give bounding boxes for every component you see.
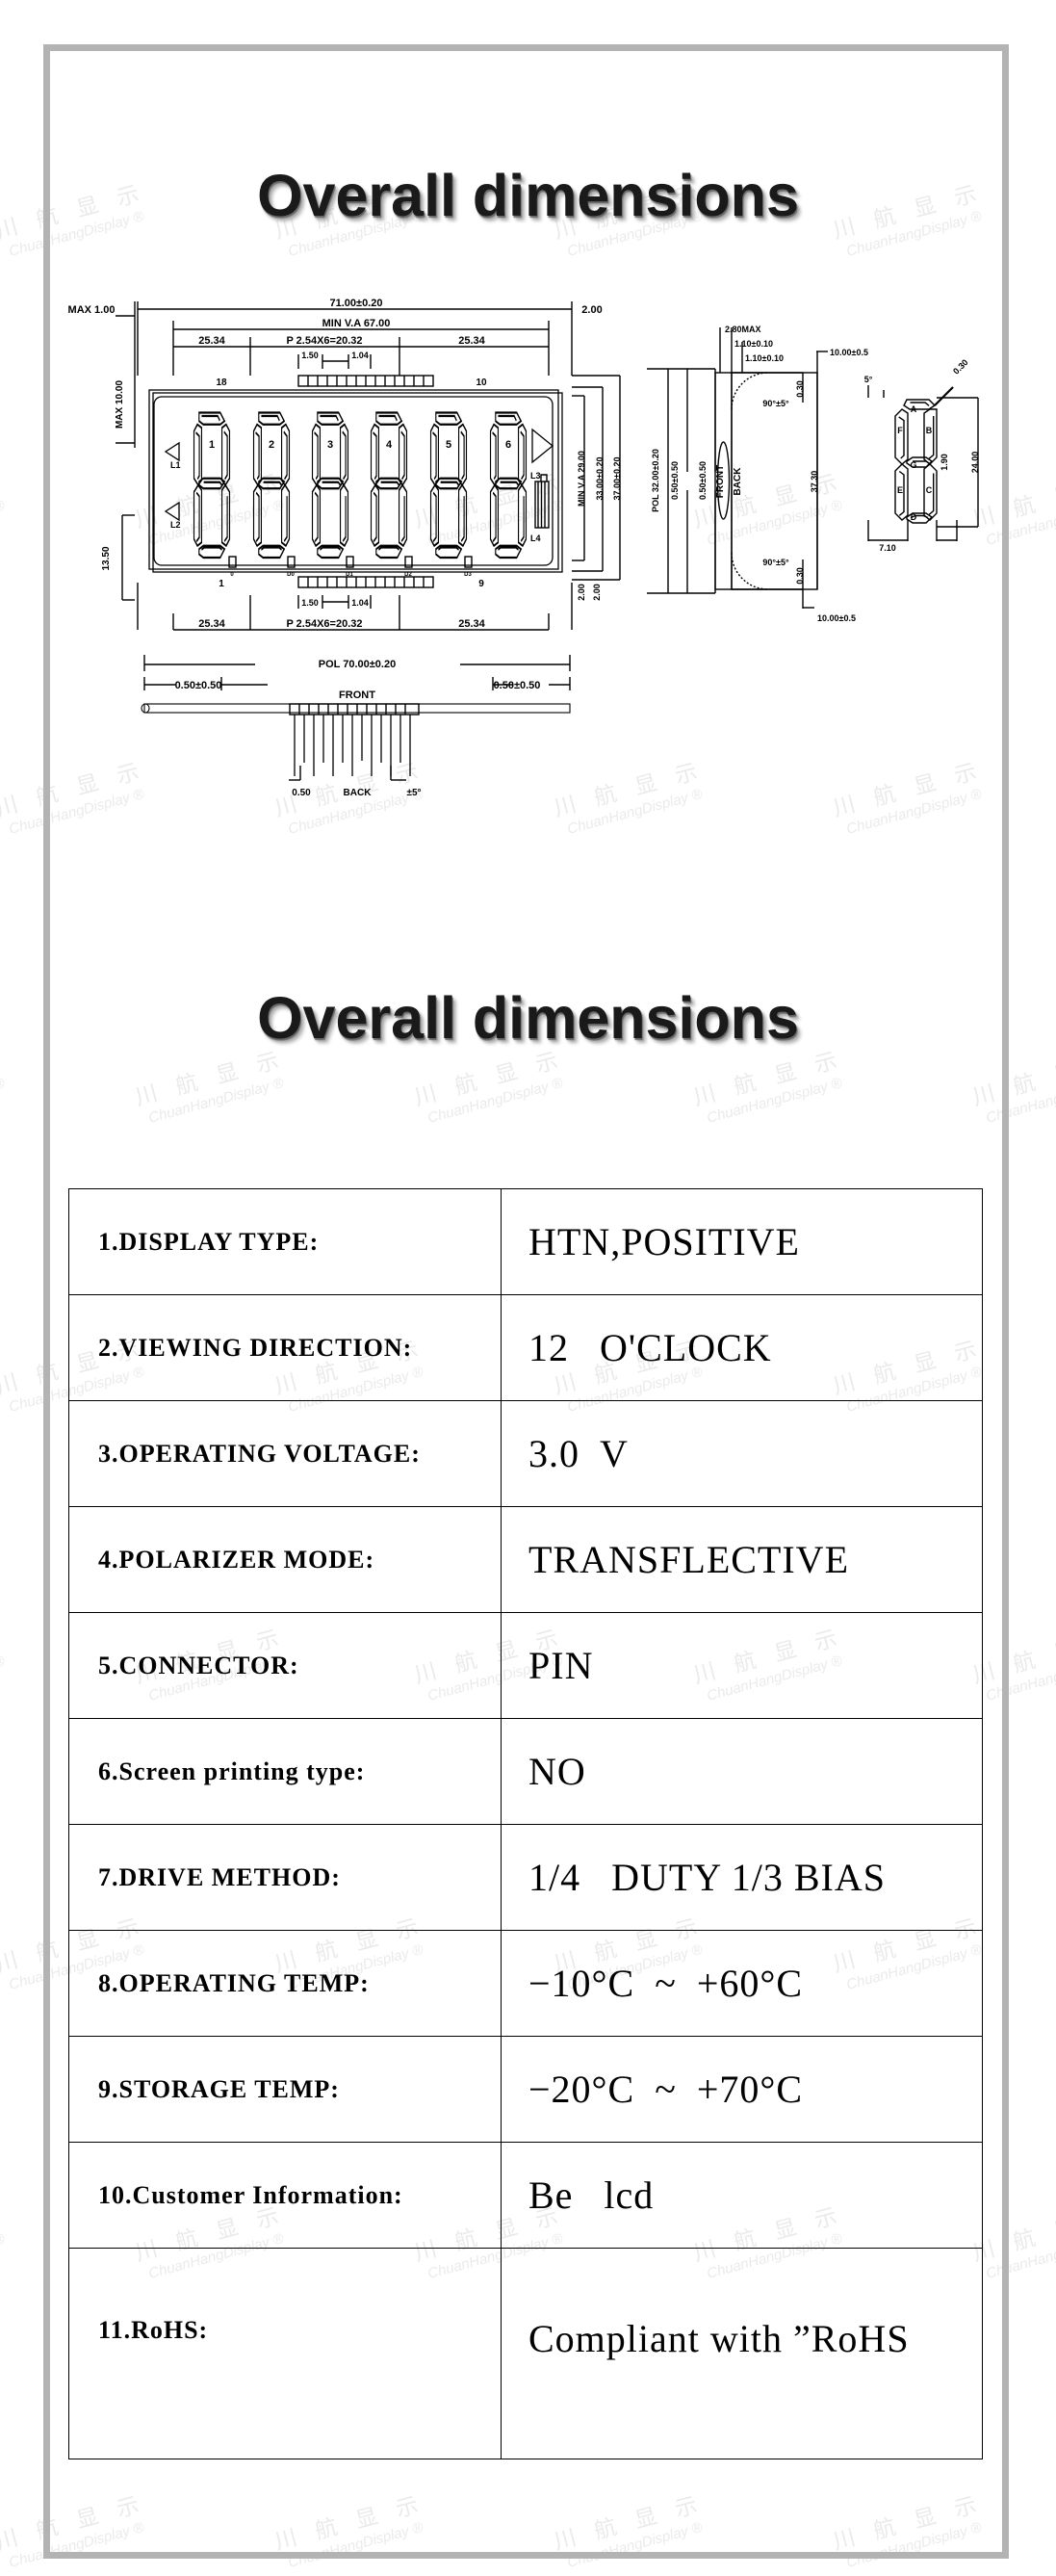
svg-text:25.34: 25.34: [458, 618, 485, 630]
svg-text:0.30: 0.30: [795, 567, 805, 585]
svg-text:1.04: 1.04: [351, 598, 369, 608]
svg-text:POL 32.00±0.20: POL 32.00±0.20: [651, 449, 660, 512]
svg-text:0.50±0.50: 0.50±0.50: [175, 680, 222, 691]
svg-text:D: D: [911, 512, 917, 522]
svg-text:90°±5°: 90°±5°: [762, 558, 789, 567]
svg-text:1.10±0.10: 1.10±0.10: [734, 339, 773, 349]
svg-text:D3: D3: [464, 572, 472, 578]
svg-text:1.04: 1.04: [351, 351, 369, 360]
svg-text:A: A: [911, 404, 917, 414]
svg-text:13.50: 13.50: [101, 546, 112, 570]
svg-text:BACK: BACK: [733, 467, 743, 496]
svg-text:L1: L1: [170, 460, 181, 470]
svg-text:2.00: 2.00: [592, 584, 602, 601]
svg-text:L4: L4: [530, 533, 541, 543]
svg-text:0: 0: [230, 572, 234, 578]
svg-text:FRONT: FRONT: [715, 465, 726, 498]
svg-text:F: F: [897, 426, 903, 435]
svg-text:B: B: [926, 426, 933, 435]
svg-text:D0: D0: [287, 572, 295, 578]
svg-text:5: 5: [446, 439, 451, 451]
svg-text:5°: 5°: [864, 375, 873, 384]
svg-text:1: 1: [219, 579, 224, 589]
svg-text:P 2.54X6=20.32: P 2.54X6=20.32: [286, 335, 362, 347]
svg-text:MIN V.A 67.00: MIN V.A 67.00: [322, 318, 391, 329]
svg-text:1.90: 1.90: [940, 454, 949, 471]
svg-text:18: 18: [216, 377, 227, 388]
svg-text:6: 6: [505, 439, 511, 451]
svg-text:2.00: 2.00: [577, 584, 586, 601]
svg-text:C: C: [926, 485, 933, 495]
svg-text:FRONT: FRONT: [339, 690, 375, 701]
svg-text:25.34: 25.34: [198, 335, 225, 347]
svg-text:25.34: 25.34: [458, 335, 485, 347]
svg-text:37.30: 37.30: [810, 471, 819, 493]
svg-text:10.00±0.5: 10.00±0.5: [817, 613, 856, 623]
svg-text:L2: L2: [170, 520, 181, 530]
svg-text:MIN V.A 29.00: MIN V.A 29.00: [577, 451, 586, 507]
svg-text:0.50±0.50: 0.50±0.50: [494, 680, 541, 691]
svg-text:2: 2: [269, 439, 274, 451]
svg-text:BACK: BACK: [344, 788, 373, 798]
svg-text:0.50: 0.50: [292, 788, 311, 798]
svg-text:1.10±0.10: 1.10±0.10: [745, 353, 784, 363]
svg-text:0.30: 0.30: [951, 357, 969, 376]
svg-text:33.00±0.20: 33.00±0.20: [595, 457, 605, 501]
svg-text:7.10: 7.10: [879, 543, 896, 553]
svg-text:1.50: 1.50: [301, 351, 319, 360]
svg-text:0.50±0.50: 0.50±0.50: [698, 461, 708, 500]
svg-text:0.50±0.50: 0.50±0.50: [670, 461, 680, 500]
svg-text:L3: L3: [530, 471, 541, 481]
svg-text:10.00±0.5: 10.00±0.5: [830, 348, 868, 357]
svg-text:MAX 10.00: MAX 10.00: [115, 380, 125, 429]
svg-text:25.34: 25.34: [198, 618, 225, 630]
svg-text:4: 4: [386, 439, 393, 451]
svg-text:G: G: [910, 460, 916, 470]
svg-text:2.00: 2.00: [581, 304, 602, 316]
svg-text:E: E: [897, 485, 903, 495]
svg-text:P 2.54X6=20.32: P 2.54X6=20.32: [286, 618, 362, 630]
svg-text:37.00±0.20: 37.00±0.20: [612, 457, 622, 501]
svg-text:10: 10: [476, 377, 487, 388]
svg-text:MAX 1.00: MAX 1.00: [68, 304, 116, 316]
svg-text:0.30: 0.30: [795, 380, 805, 398]
svg-text:3: 3: [327, 439, 333, 451]
svg-text:24.00: 24.00: [970, 452, 980, 474]
svg-text:±5°: ±5°: [406, 788, 421, 798]
svg-text:9: 9: [478, 579, 484, 589]
svg-text:POL 70.00±0.20: POL 70.00±0.20: [319, 659, 396, 670]
svg-text:71.00±0.20: 71.00±0.20: [330, 298, 383, 309]
svg-text:2.80MAX: 2.80MAX: [725, 325, 761, 334]
svg-text:1: 1: [209, 439, 215, 451]
svg-text:90°±5°: 90°±5°: [762, 399, 789, 408]
svg-text:1.50: 1.50: [301, 598, 319, 608]
